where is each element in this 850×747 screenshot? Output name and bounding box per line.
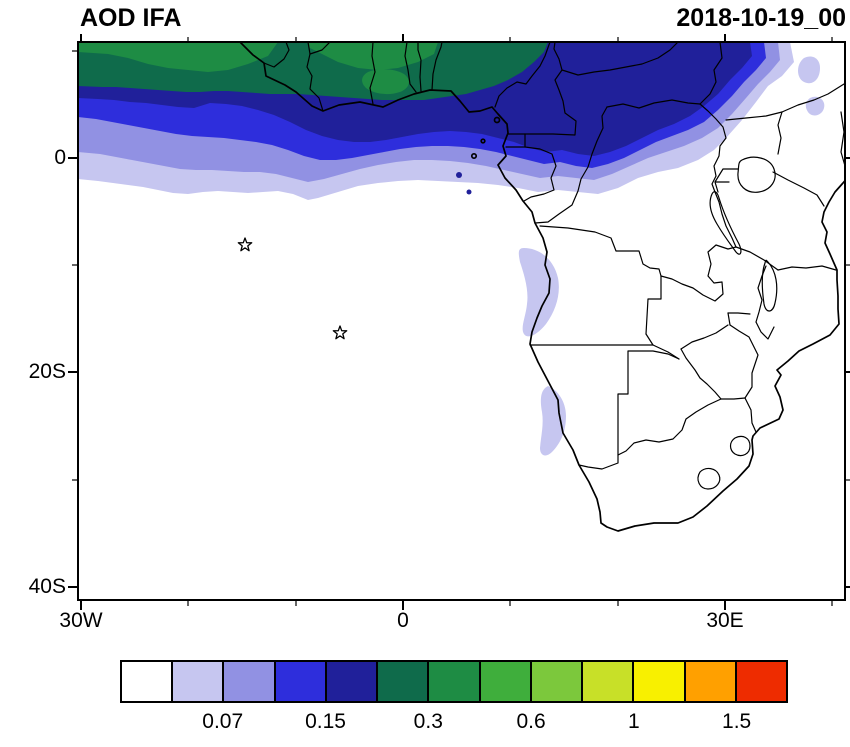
y-tick-label-40s: 40S [28,575,66,598]
colorbar-cell [273,662,325,701]
colorbar-cell [222,662,274,701]
colorbar-cell [171,662,223,701]
star-marker-ascension-area [237,237,253,252]
colorbar-cell [376,662,428,701]
x-tick-label-0: 0 [397,609,409,632]
country-borders [263,42,845,490]
colorbar-cell [324,662,377,701]
colorbar-label: 0.6 [516,710,546,733]
colorbar-label: 0.07 [202,710,244,733]
axis-major-ticks [68,34,850,610]
plot-timestamp: 2018-10-19_00 [676,4,846,32]
colorbar-cell [683,662,735,701]
colorbar-cell [427,662,479,701]
colorbar-cell [632,662,684,701]
colorbar-cell [581,662,633,701]
x-tick-label-30e: 30E [706,609,744,632]
colorbar-cell [529,662,582,701]
axis-minor-ticks [72,37,850,606]
colorbar-label: 1 [627,710,640,733]
y-tick-label-20s: 20S [28,360,66,383]
map-plot-area [78,42,845,532]
x-tick-label-30w: 30W [59,609,103,632]
colorbar-labels: 0.07 0.15 0.3 0.6 1 1.5 [120,710,788,736]
star-marker-sthelena-area [332,325,348,340]
colorbar-label: 0.3 [413,710,443,733]
colorbar [120,660,788,703]
colorbar-cell [122,662,172,701]
y-tick-label-0: 0 [54,146,66,169]
island-star-markers [237,237,348,340]
plot-title: AOD IFA [80,4,182,32]
map-canvas [68,34,850,610]
colorbar-cell [734,662,787,701]
coastline [239,42,845,532]
plot-frame [77,41,846,601]
aod-shading [78,42,825,456]
colorbar-label: 1.5 [722,710,752,733]
colorbar-cell [478,662,530,701]
colorbar-label: 0.15 [305,710,346,733]
